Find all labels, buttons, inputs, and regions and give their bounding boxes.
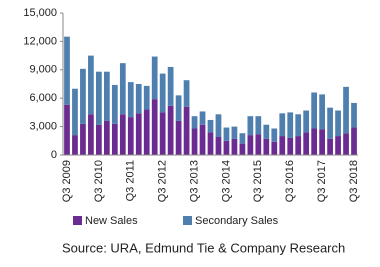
bar — [319, 94, 325, 130]
bar — [215, 137, 222, 155]
bar — [167, 66, 174, 106]
bar — [255, 116, 262, 135]
x-tick-label: Q3 2009 — [61, 160, 73, 202]
bar — [287, 137, 294, 155]
bar — [96, 124, 102, 155]
bar — [175, 120, 182, 155]
bar — [72, 88, 78, 136]
y-tick-label: 9,000 — [29, 64, 57, 76]
bar — [231, 138, 238, 155]
bar — [135, 113, 142, 155]
bar — [311, 92, 318, 129]
source: Source: URA, Edmund Tie & Company Resear… — [62, 240, 345, 255]
bar — [343, 86, 349, 134]
bar — [96, 71, 102, 125]
bar — [64, 104, 70, 155]
bar — [135, 84, 142, 114]
legend-swatch — [73, 216, 82, 225]
bar — [72, 135, 78, 155]
x-tick-label: Q3 2018 — [348, 160, 360, 202]
bar — [319, 129, 325, 155]
bar — [239, 143, 246, 155]
bar — [311, 128, 318, 155]
bar — [255, 134, 262, 155]
bar — [303, 132, 310, 155]
y-tick-label: 0 — [51, 149, 57, 161]
bar — [335, 136, 341, 155]
bar — [191, 128, 198, 155]
x-tick-label: Q3 2015 — [252, 160, 264, 202]
bar — [127, 117, 134, 155]
y-tick-label: 15,000 — [23, 7, 57, 19]
bar — [80, 68, 86, 124]
bar — [88, 55, 94, 115]
bar — [223, 127, 230, 141]
y-tick-label: 6,000 — [29, 92, 57, 104]
x-tick-label: Q3 2010 — [93, 160, 105, 202]
bar — [215, 114, 222, 138]
bar — [119, 114, 126, 155]
bar — [247, 135, 254, 155]
bar — [207, 132, 214, 155]
bar — [263, 124, 270, 139]
bar — [119, 63, 126, 115]
bar — [167, 105, 174, 155]
bar — [239, 133, 246, 144]
bar — [88, 114, 94, 155]
x-tick-label: Q3 2011 — [125, 160, 137, 201]
x-tick-label: Q3 2016 — [284, 160, 296, 202]
bar — [127, 82, 134, 118]
bar — [159, 73, 166, 113]
x-tick-label: Q3 2014 — [220, 160, 232, 202]
bar — [199, 111, 206, 125]
bar — [351, 102, 357, 128]
bar — [295, 114, 302, 137]
bar — [175, 95, 182, 121]
y-tick-label: 12,000 — [23, 35, 57, 47]
x-tick-label: Q3 2017 — [316, 160, 328, 202]
bar — [351, 127, 357, 155]
bar — [207, 119, 214, 133]
bar — [247, 116, 254, 136]
bar — [143, 85, 150, 110]
bar — [263, 138, 270, 155]
bar — [279, 136, 286, 155]
bar — [335, 110, 341, 137]
bar — [111, 84, 118, 124]
bar — [343, 133, 349, 155]
bar — [231, 126, 238, 139]
x-tick-label: Q3 2013 — [188, 160, 200, 202]
bar — [103, 71, 110, 121]
bar — [303, 110, 310, 133]
bar — [151, 99, 158, 155]
bar — [143, 109, 150, 155]
bar — [327, 138, 333, 155]
bar — [103, 120, 110, 155]
bar — [223, 140, 230, 155]
bar — [199, 124, 206, 155]
bar — [183, 80, 190, 107]
bar — [183, 106, 190, 155]
y-tick-label: 3,000 — [29, 121, 57, 133]
x-tick-label: Q3 2012 — [157, 160, 169, 202]
bar — [80, 123, 86, 155]
bar — [271, 141, 278, 155]
legend-label: New Sales — [85, 215, 138, 227]
bar — [151, 56, 158, 100]
bar — [295, 136, 302, 155]
legend-swatch — [183, 216, 192, 225]
legend-label: Secondary Sales — [195, 215, 279, 227]
bar — [191, 116, 198, 129]
bar — [271, 128, 278, 142]
bar — [327, 107, 333, 139]
bar — [111, 123, 118, 155]
bar — [64, 36, 70, 105]
bar — [159, 112, 166, 155]
bar — [287, 112, 294, 138]
bar — [279, 113, 286, 137]
